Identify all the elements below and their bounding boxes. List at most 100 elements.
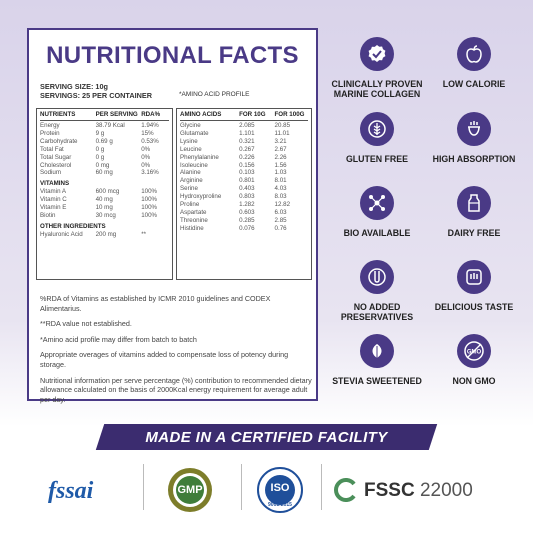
table-row: Sodium 60 mg 3.16% xyxy=(40,169,169,177)
feature-marine-collagen: CLINICALLY PROVEN MARINE COLLAGEN xyxy=(322,37,432,99)
table-row: Carbohydrate 0.69 g 0.53% xyxy=(40,138,169,146)
table-cell: Serine xyxy=(180,185,198,193)
table-cell: 2.26 xyxy=(274,153,287,161)
feature-label: STEVIA SWEETENED xyxy=(332,376,422,386)
table-row: Total Sugar 0 g 0% xyxy=(40,154,169,162)
table-cell: 1.101 xyxy=(239,129,255,137)
iso-logo: ISO 9001:2015 xyxy=(256,466,304,514)
table-cell: 9 g xyxy=(95,129,105,137)
serving-info: SERVING SIZE: 10g SERVINGS: 25 PER CONTA… xyxy=(40,82,152,100)
nutrition-panel: NUTRITIONAL FACTS SERVING SIZE: 10g SERV… xyxy=(27,28,318,404)
servings-per-container: SERVINGS: 25 PER CONTAINER xyxy=(40,91,153,100)
note-rda: %RDA of Vitamins as established by ICMR … xyxy=(40,294,271,313)
table-cell: 1.56 xyxy=(274,161,287,169)
feature-no-preservatives: NO ADDED PRESERVATIVES xyxy=(322,260,432,322)
col-for-100g: FOR 100G xyxy=(274,111,305,118)
fssc-number: 22000 xyxy=(419,480,473,501)
table-row: Threonine 0.285 2.85 xyxy=(180,217,308,225)
table-cell: Total Sugar xyxy=(40,153,72,161)
table-row: Biotin 30 mcg 100% xyxy=(40,212,169,220)
feature-label: DELICIOUS TASTE xyxy=(434,302,514,312)
table-cell: Histidine xyxy=(180,224,204,232)
leaf-icon xyxy=(360,334,394,368)
table-cell: 0.76 xyxy=(274,224,287,232)
divider xyxy=(321,464,322,510)
col-nutrients: NUTRIENTS xyxy=(40,111,76,118)
table-cell: 100% xyxy=(141,212,158,220)
feature-label: CLINICALLY PROVEN MARINE COLLAGEN xyxy=(331,79,423,99)
iso-text: ISO xyxy=(270,482,290,494)
table-cell: 8.03 xyxy=(274,193,287,201)
table-cell: 0.267 xyxy=(239,145,255,153)
table-cell: 0.156 xyxy=(239,161,255,169)
feature-label: NON GMO xyxy=(452,376,496,386)
table-row: Lysine 0.321 3.21 xyxy=(180,138,308,146)
gmp-logo: GMP xyxy=(166,466,214,514)
table-cell: 0 g xyxy=(95,145,105,153)
note-calculation: Nutritional information per serve percen… xyxy=(40,375,312,404)
feature-label: BIO AVAILABLE xyxy=(343,228,411,238)
divider xyxy=(241,464,242,510)
table-row: Cholesterol 0 mg 0% xyxy=(40,162,169,170)
svg-text:GMO: GMO xyxy=(467,350,482,356)
table-row: Vitamin E 10 mg 100% xyxy=(40,204,169,212)
divider xyxy=(143,464,144,510)
fssc-label: FSSC xyxy=(364,480,415,501)
table-row: Alanine 0.103 1.03 xyxy=(180,169,308,177)
table-cell: 15% xyxy=(141,129,154,137)
amino-acid-table: AMINO ACIDS FOR 10G FOR 100G Glycine 2.08… xyxy=(176,108,312,280)
table-row: Vitamin A 600 mcg 100% xyxy=(40,188,169,196)
feature-label: GLUTEN FREE xyxy=(345,154,409,164)
milk-icon xyxy=(457,186,491,220)
non-gmo-icon: GMO xyxy=(457,334,491,368)
table-cell: 38.79 Kcal xyxy=(95,122,125,129)
table-cell: Arginine xyxy=(180,177,203,185)
table-cell: 0.403 xyxy=(239,185,255,193)
table-row: Energy 38.79 Kcal 1.94% xyxy=(40,122,169,130)
check-badge-icon xyxy=(360,37,394,71)
table-row: Hydroxyproline 0.803 8.03 xyxy=(180,193,308,201)
table-cell: 600 mcg xyxy=(95,188,120,196)
note-amino-batch: *Amino acid profile may differ from batc… xyxy=(40,334,197,344)
table-row: Phenylalanine 0.226 2.26 xyxy=(180,154,308,162)
table-cell: Vitamin E xyxy=(40,204,67,212)
table-cell: 0.321 xyxy=(239,137,255,145)
table-cell: ** xyxy=(141,230,147,238)
table-cell: Aspartate xyxy=(180,208,207,216)
feature-non-gmo: GMO NON GMO xyxy=(419,334,529,386)
table-cell: 1.94% xyxy=(141,122,159,129)
table-cell: Total Fat xyxy=(40,145,64,153)
table-cell: Sodium xyxy=(40,169,61,177)
table-cell: Threonine xyxy=(180,216,208,224)
table-cell: Carbohydrate xyxy=(40,137,78,145)
fssai-logo: fssai xyxy=(48,478,94,504)
panel-title: NUTRITIONAL FACTS xyxy=(46,42,299,69)
table-cell: Lysine xyxy=(180,137,198,145)
table-cell: 0.69 g xyxy=(95,137,113,145)
table-cell: 100% xyxy=(141,204,158,212)
table-cell: 0.285 xyxy=(239,216,255,224)
serving-size: SERVING SIZE: 10g xyxy=(40,82,108,91)
other-ingredients-heading: OTHER INGREDIENTS xyxy=(40,222,106,230)
iso-number: 9001:2015 xyxy=(268,502,292,508)
apple-icon xyxy=(457,37,491,71)
table-cell: Phenylalanine xyxy=(180,153,219,161)
table-cell: 40 mg xyxy=(95,196,113,204)
table-cell: 6.03 xyxy=(274,208,287,216)
wheat-icon xyxy=(360,112,394,146)
table-row: Proline 1.282 12.82 xyxy=(180,201,308,209)
table-row: Arginine 0.801 8.01 xyxy=(180,177,308,185)
feature-dairy-free: DAIRY FREE xyxy=(419,186,529,238)
col-per-serving: PER SERVING xyxy=(95,111,138,118)
table-row: Aspartate 0.603 6.03 xyxy=(180,209,308,217)
table-cell: Vitamin C xyxy=(40,196,67,204)
col-amino-acids: AMINO ACIDS xyxy=(180,111,222,118)
table-cell: 0% xyxy=(141,145,151,153)
table-cell: 3.16% xyxy=(141,169,159,177)
certified-banner-text: MADE IN A CERTIFIED FACILITY xyxy=(145,428,388,446)
footnotes: %RDA of Vitamins as established by ICMR … xyxy=(40,294,312,410)
feature-label: LOW CALORIE xyxy=(442,79,506,89)
table-cell: 100% xyxy=(141,188,158,196)
table-row: Serine 0.403 4.03 xyxy=(180,185,308,193)
table-cell: 200 mg xyxy=(95,230,117,238)
